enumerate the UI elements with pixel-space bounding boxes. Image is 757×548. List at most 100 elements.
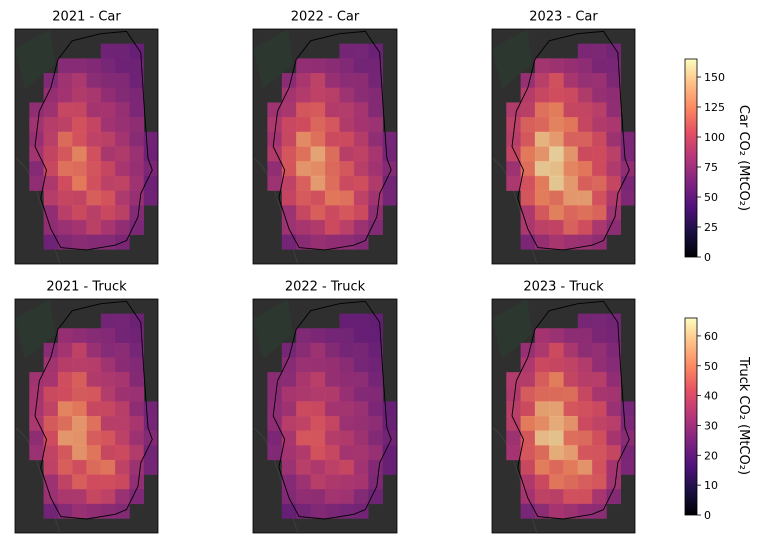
heatmap-cell: [281, 372, 297, 388]
colorbar-tick-label: 50: [704, 360, 718, 373]
heatmap-cell: [339, 146, 355, 162]
heatmap-cell: [325, 445, 340, 461]
heatmap-cell: [72, 445, 87, 461]
heatmap-cell: [86, 234, 102, 250]
heatmap-cell: [43, 342, 59, 358]
heatmap-cell: [506, 131, 521, 147]
heatmap-cell: [592, 445, 607, 461]
heatmap-cell: [72, 131, 87, 147]
heatmap-cell: [115, 175, 130, 191]
heatmap-cell: [296, 73, 311, 89]
heatmap-cell: [620, 190, 636, 206]
heatmap-cell: [353, 386, 369, 402]
heatmap-cell: [86, 328, 102, 344]
heatmap-cell: [72, 342, 87, 358]
heatmap-cell: [592, 401, 607, 417]
heatmap-cell: [310, 219, 326, 235]
heatmap-cell: [368, 459, 383, 475]
heatmap-cell: [577, 146, 593, 162]
heatmap-cell: [606, 342, 621, 358]
heatmap-cell: [339, 401, 355, 417]
heatmap-cell: [325, 117, 340, 133]
heatmap-cell: [368, 131, 383, 147]
heatmap-cell: [368, 117, 383, 133]
heatmap-cell: [534, 342, 550, 358]
heatmap-cell: [86, 489, 102, 505]
heatmap-cell: [43, 131, 59, 147]
heatmap-cell: [549, 58, 564, 74]
heatmap-cell: [339, 474, 355, 490]
heatmap-cell: [115, 357, 130, 373]
heatmap-cell: [57, 342, 73, 358]
heatmap-cell: [310, 372, 326, 388]
axes-frame: [14, 298, 159, 534]
panel-car-2022: 2022 - Car: [252, 10, 398, 265]
heatmap-cell: [339, 43, 355, 59]
heatmap-cell: [29, 161, 44, 177]
heatmap-cell: [57, 459, 73, 475]
colorbar-tick-label: 40: [704, 390, 718, 403]
axes-frame: [14, 28, 159, 265]
heatmap-cell: [72, 219, 87, 235]
heatmap-cell: [296, 328, 311, 344]
heatmap-cell: [29, 175, 44, 191]
heatmap-cell: [577, 328, 593, 344]
heatmap-cell: [43, 357, 59, 373]
heatmap-cell: [115, 43, 130, 59]
heatmap-cell: [563, 131, 579, 147]
colorbar-gradient: [684, 317, 698, 516]
heatmap-cell: [29, 372, 44, 388]
heatmap-cell: [267, 117, 283, 133]
heatmap-cell: [549, 190, 564, 206]
heatmap-cell: [86, 416, 102, 431]
heatmap-cell: [563, 430, 579, 446]
heatmap-cell: [310, 131, 326, 147]
heatmap-cell: [57, 474, 73, 490]
heatmap-cell: [72, 459, 87, 475]
heatmap-cell: [520, 357, 536, 373]
heatmap-cell: [368, 190, 383, 206]
heatmap-cell: [534, 117, 550, 133]
heatmap-cell: [563, 146, 579, 162]
heatmap-cell: [534, 328, 550, 344]
heatmap-cell: [267, 161, 283, 177]
heatmap-cell: [296, 430, 311, 446]
heatmap-cell: [368, 342, 383, 358]
heatmap-cell: [382, 416, 398, 431]
heatmap-cell: [353, 175, 369, 191]
district-boundary: [272, 300, 392, 520]
heatmap-cell: [592, 43, 607, 59]
heatmap-cell: [368, 372, 383, 388]
heatmap-cell: [129, 102, 144, 118]
heatmap-cell: [267, 102, 283, 118]
heatmap-cell: [577, 474, 593, 490]
heatmap-cell: [29, 401, 44, 417]
heatmap-cell: [325, 190, 340, 206]
heatmap-cell: [549, 328, 564, 344]
heatmap-cell: [29, 131, 44, 147]
heatmap-cell: [620, 401, 636, 417]
heatmap-cell: [534, 386, 550, 402]
heatmap-cell: [534, 190, 550, 206]
heatmap-cell: [563, 190, 579, 206]
heatmap-cell: [86, 102, 102, 118]
heatmap-cell: [115, 146, 130, 162]
axes-frame: [491, 298, 636, 534]
colorbar-tick-label: 30: [704, 419, 718, 432]
heatmap-cell: [382, 401, 398, 417]
heatmap-cell: [296, 131, 311, 147]
heatmap-cell: [115, 459, 130, 475]
heatmap-cell: [353, 416, 369, 431]
heatmap-cell: [115, 117, 130, 133]
heatmap-cell: [86, 161, 102, 177]
heatmap-cell: [368, 416, 383, 431]
heatmap-cell: [606, 161, 621, 177]
heatmap-cell: [86, 430, 102, 446]
heatmap-cell: [281, 503, 297, 519]
heatmap-cell: [520, 474, 536, 490]
heatmap-cell: [281, 489, 297, 505]
heatmap-cell: [325, 416, 340, 431]
colorbar-label: Truck CO₂ (MtCO₂): [736, 356, 751, 475]
heatmap-cell: [520, 401, 536, 417]
